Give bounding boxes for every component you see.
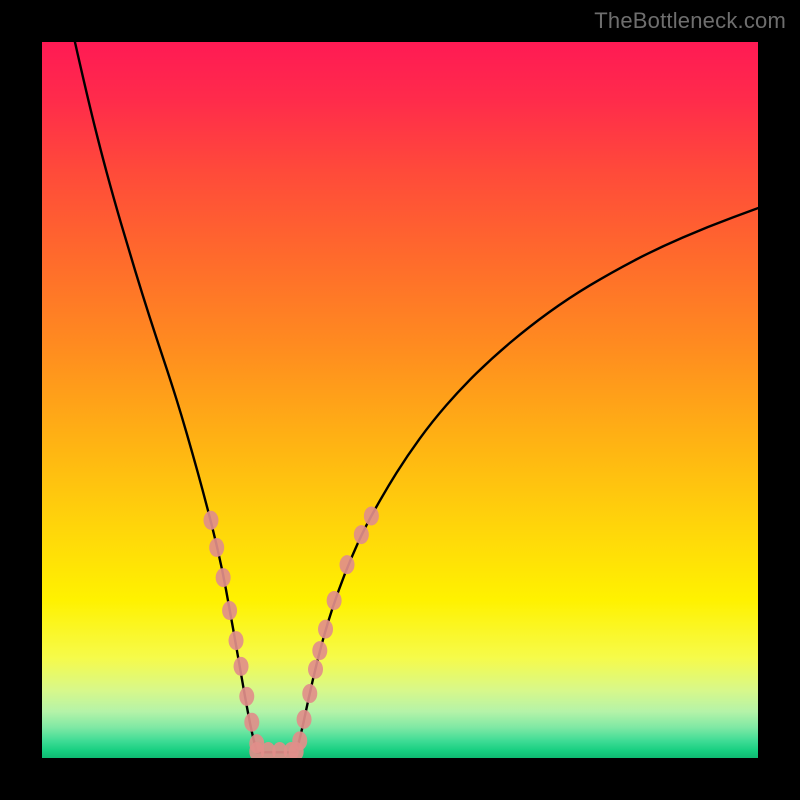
marker-dot [203,511,218,530]
marker-dot [327,591,342,610]
marker-dot [318,620,333,639]
marker-dot [222,601,237,620]
marker-dot [312,641,327,660]
marker-dot [364,506,379,525]
watermark-text: TheBottleneck.com [594,8,786,34]
chart-canvas: TheBottleneck.com [0,0,800,800]
marker-dot [302,684,317,703]
marker-dot [354,525,369,544]
marker-dot [229,631,244,650]
marker-dot [297,710,312,729]
marker-dot [209,538,224,557]
plot-background [42,42,758,758]
marker-dot [239,687,254,706]
marker-dot [244,713,259,732]
marker-dot [292,731,307,750]
marker-dot [308,660,323,679]
marker-dot [234,657,249,676]
marker-dot [216,568,231,587]
plot-svg [42,42,758,758]
marker-dot [340,555,355,574]
